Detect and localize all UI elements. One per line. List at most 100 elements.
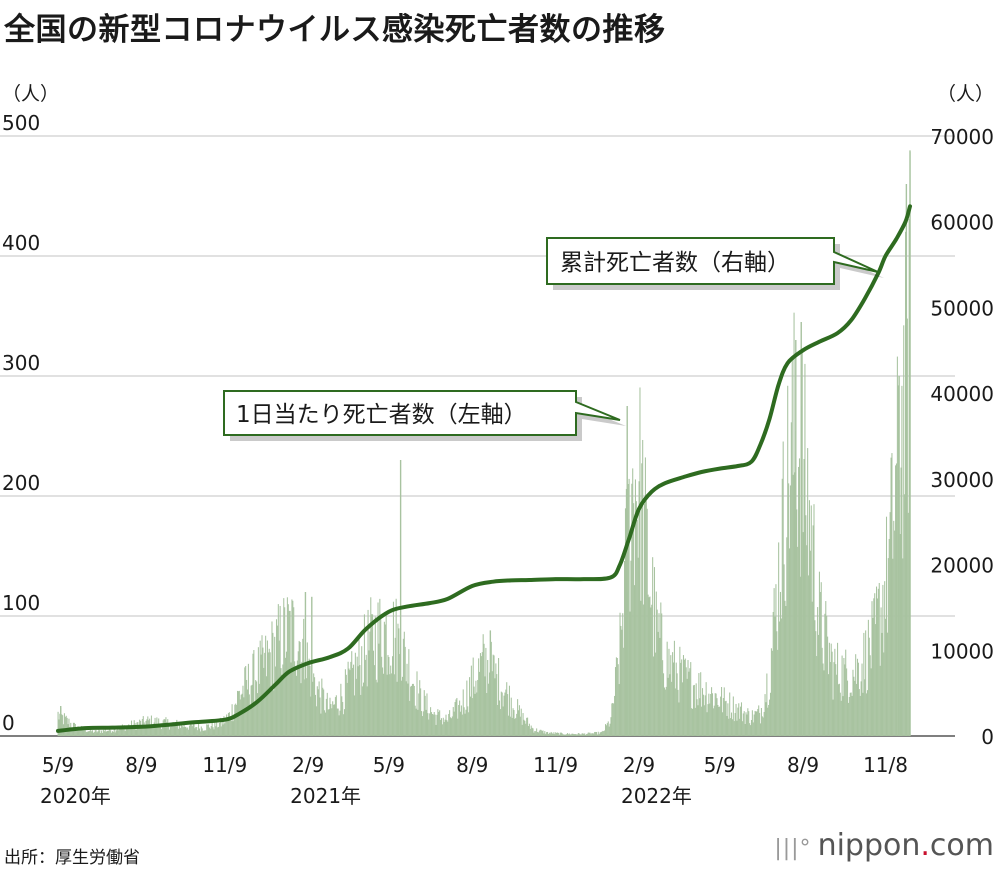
daily-bar [748, 711, 750, 736]
spike-bar [60, 706, 62, 736]
daily-bar [174, 724, 176, 736]
daily-bar [72, 728, 74, 736]
left-tick-label: 200 [2, 471, 40, 495]
daily-bar [180, 723, 182, 736]
daily-bar [432, 714, 434, 736]
daily-bar [367, 609, 369, 736]
daily-bar [774, 616, 776, 736]
daily-bar [178, 728, 180, 736]
daily-bar [355, 678, 357, 736]
daily-bar [850, 692, 852, 736]
daily-bar [672, 652, 674, 736]
daily-bar [452, 707, 454, 736]
daily-bar [902, 558, 904, 736]
daily-bar [187, 727, 189, 736]
daily-bar [177, 722, 179, 736]
daily-deaths-label: 1日当たり死亡者数（左軸） [236, 402, 527, 428]
daily-bar [190, 724, 192, 736]
daily-bar [455, 699, 457, 736]
daily-bar [401, 676, 404, 736]
daily-bar [828, 642, 830, 736]
daily-bar [110, 730, 112, 736]
daily-bar [465, 709, 467, 736]
daily-bar [323, 689, 325, 736]
daily-bar [225, 718, 227, 736]
daily-bar [475, 680, 477, 736]
daily-bar [644, 457, 646, 736]
right-tick-label: 10000 [930, 639, 994, 663]
daily-bar [528, 723, 530, 736]
daily-bar [568, 733, 570, 736]
daily-bar [637, 557, 639, 736]
daily-bar [446, 720, 448, 736]
daily-bar [650, 607, 652, 736]
daily-bar [460, 705, 462, 736]
daily-bar [329, 697, 331, 736]
daily-bar [574, 734, 576, 736]
daily-bar [374, 616, 376, 736]
daily-bar [564, 734, 566, 736]
daily-bar [101, 732, 104, 736]
daily-bar [436, 714, 438, 736]
daily-bar [324, 712, 326, 736]
daily-bar [649, 596, 651, 736]
daily-bar [803, 459, 805, 736]
daily-bar [858, 689, 860, 736]
daily-bar [353, 695, 355, 736]
daily-bar [353, 664, 355, 736]
daily-bar [58, 719, 60, 736]
daily-bar [825, 601, 827, 736]
daily-bar [857, 662, 859, 736]
daily-bar [609, 723, 611, 736]
daily-bar [126, 726, 128, 736]
daily-bar [886, 632, 888, 736]
daily-bar [837, 642, 839, 736]
daily-bar [233, 717, 235, 736]
daily-bar [344, 669, 346, 736]
daily-bar [181, 725, 183, 736]
daily-bar [488, 683, 490, 736]
daily-bar [785, 605, 787, 736]
daily-bar [206, 724, 208, 736]
daily-bar [440, 719, 442, 736]
daily-bar [768, 704, 770, 736]
daily-bar [848, 696, 850, 736]
daily-bar [406, 663, 408, 736]
daily-bar [218, 722, 220, 736]
daily-bar [424, 695, 426, 736]
daily-bar [832, 699, 834, 736]
daily-bar [96, 732, 98, 736]
daily-bar [450, 718, 452, 736]
daily-bar [843, 657, 845, 736]
daily-bar [281, 674, 283, 736]
daily-bar [893, 520, 895, 736]
daily-bar [684, 658, 686, 736]
daily-bar [729, 692, 731, 736]
daily-bar [333, 704, 335, 736]
daily-bar [554, 733, 556, 736]
daily-bar [325, 698, 327, 736]
daily-bar [732, 696, 734, 736]
daily-bar [856, 658, 859, 736]
nippon-logo: |||° nippon.com [774, 828, 994, 863]
daily-bar [499, 709, 501, 736]
daily-bar [504, 692, 506, 736]
daily-bar [710, 693, 712, 736]
daily-bar [755, 711, 757, 736]
daily-bar [714, 693, 716, 736]
daily-bar [851, 695, 853, 736]
daily-bar [540, 729, 542, 736]
daily-bar [753, 714, 755, 736]
daily-bar [98, 729, 100, 736]
daily-bar [61, 714, 63, 736]
daily-bar [435, 724, 437, 736]
daily-bar [450, 717, 452, 736]
daily-bar [654, 652, 656, 736]
daily-bar [231, 704, 233, 736]
daily-bar [599, 732, 601, 736]
daily-bar [484, 676, 486, 736]
daily-bar [427, 713, 429, 736]
daily-bar [602, 730, 604, 736]
daily-bar [833, 662, 835, 736]
daily-bar [731, 719, 733, 736]
